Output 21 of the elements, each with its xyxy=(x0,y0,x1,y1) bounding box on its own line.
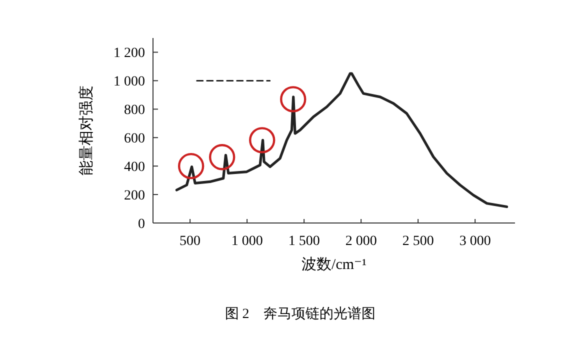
line-series xyxy=(175,72,508,208)
point xyxy=(249,127,276,154)
x-tick-label: 1 500 xyxy=(288,234,320,249)
x-tick-label: 3 000 xyxy=(459,234,491,249)
y-tick-label: 400 xyxy=(124,160,145,176)
y-tick-label: 800 xyxy=(124,103,145,118)
x-tick-label: 2 500 xyxy=(402,234,434,249)
y-tick-label: 1 000 xyxy=(114,74,145,90)
point xyxy=(178,152,204,180)
y-tick-label: 200 xyxy=(124,188,145,204)
y-tick-label: 1 200 xyxy=(114,46,145,62)
point xyxy=(280,86,306,112)
text: 图 2 奔马项链的光谱图 xyxy=(224,306,376,322)
x-axis-title: 波数/cm⁻¹ xyxy=(302,256,366,273)
y-tick-label: 0 xyxy=(138,217,145,232)
y-tick-label: 600 xyxy=(124,132,145,147)
x-tick-label: 1 000 xyxy=(231,234,263,249)
x-tick-label: 500 xyxy=(180,234,201,249)
y-axis-title: 能量相对强度 xyxy=(78,86,95,176)
point xyxy=(208,144,236,170)
x-tick-label: 2 000 xyxy=(345,234,377,249)
